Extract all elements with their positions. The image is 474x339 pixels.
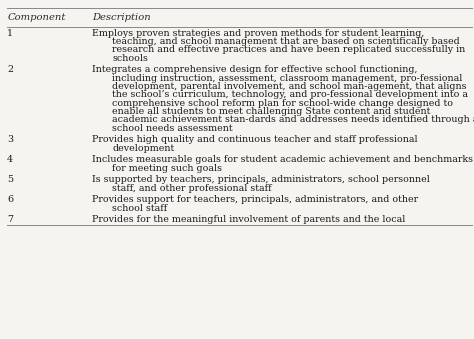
- Text: staff, and other professional staff: staff, and other professional staff: [112, 183, 272, 193]
- Text: 1: 1: [7, 29, 13, 38]
- Text: development, parental involvement, and school man-agement, that aligns: development, parental involvement, and s…: [112, 82, 467, 91]
- Text: enable all students to meet challenging State content and student: enable all students to meet challenging …: [112, 107, 431, 116]
- Text: school staff: school staff: [112, 203, 168, 213]
- Text: school needs assessment: school needs assessment: [112, 123, 233, 133]
- Text: development: development: [112, 143, 174, 153]
- Text: 3: 3: [7, 135, 13, 144]
- Text: research and effective practices and have been replicated successfully in: research and effective practices and hav…: [112, 45, 465, 55]
- Text: Integrates a comprehensive design for effective school functioning,: Integrates a comprehensive design for ef…: [92, 65, 418, 75]
- Text: Provides support for teachers, principals, administrators, and other: Provides support for teachers, principal…: [92, 195, 419, 204]
- Text: including instruction, assessment, classroom management, pro-fessional: including instruction, assessment, class…: [112, 74, 463, 83]
- Text: Description: Description: [92, 13, 151, 22]
- Text: for meeting such goals: for meeting such goals: [112, 163, 222, 173]
- Text: the school’s curriculum, technology, and pro-fessional development into a: the school’s curriculum, technology, and…: [112, 90, 468, 99]
- Text: Provides high quality and continuous teacher and staff professional: Provides high quality and continuous tea…: [92, 135, 418, 144]
- Text: teaching, and school management that are based on scientifically based: teaching, and school management that are…: [112, 37, 460, 46]
- Text: Includes measurable goals for student academic achievement and benchmarks: Includes measurable goals for student ac…: [92, 155, 474, 164]
- Text: 5: 5: [7, 175, 13, 184]
- Text: comprehensive school reform plan for school-wide change designed to: comprehensive school reform plan for sch…: [112, 99, 453, 108]
- Text: academic achievement stan-dards and addresses needs identified through a: academic achievement stan-dards and addr…: [112, 115, 474, 124]
- Text: Provides for the meaningful involvement of parents and the local: Provides for the meaningful involvement …: [92, 215, 406, 224]
- Text: Employs proven strategies and proven methods for student learning,: Employs proven strategies and proven met…: [92, 29, 425, 38]
- Text: Is supported by teachers, principals, administrators, school personnel: Is supported by teachers, principals, ad…: [92, 175, 430, 184]
- Text: schools: schools: [112, 54, 148, 63]
- Text: 7: 7: [7, 215, 13, 224]
- Text: 6: 6: [7, 195, 13, 204]
- Text: 4: 4: [7, 155, 13, 164]
- Text: 2: 2: [7, 65, 13, 75]
- Text: Component: Component: [7, 13, 65, 22]
